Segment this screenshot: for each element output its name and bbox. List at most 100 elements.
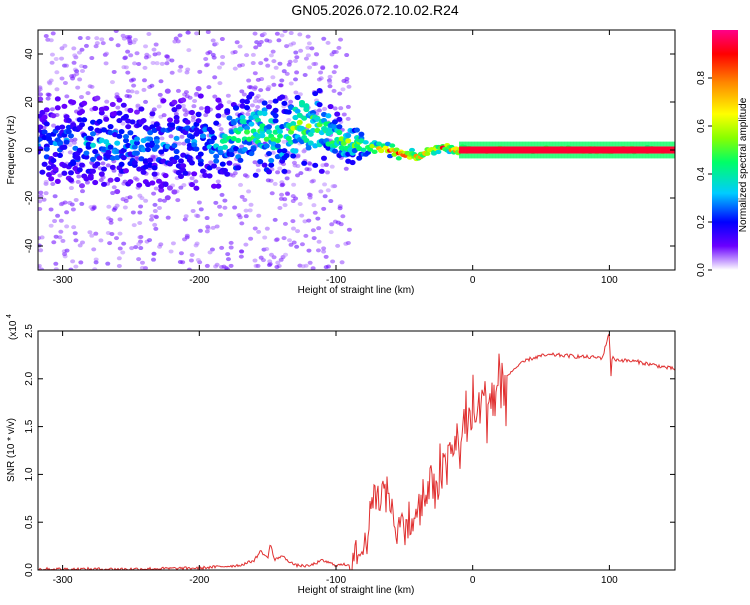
spectrogram-cell xyxy=(259,133,266,139)
spectrogram-cell xyxy=(129,246,135,251)
spectrogram-cell xyxy=(232,66,238,71)
spectrogram-cell xyxy=(234,40,240,45)
spectrogram-cell xyxy=(192,98,198,103)
spectrogram-cell xyxy=(252,71,258,76)
spectrogram-cell xyxy=(203,113,209,118)
spectrogram-cell xyxy=(73,238,79,243)
spectrogram-cell xyxy=(278,257,284,262)
spectrogram-cell xyxy=(336,116,343,122)
spectrogram-cell xyxy=(480,153,484,159)
x-tick-label: -100 xyxy=(326,575,346,586)
spectrogram-cell xyxy=(266,85,272,90)
spectrogram-cell xyxy=(293,196,299,201)
spectrogram-cell xyxy=(585,153,589,159)
spectrogram-cell xyxy=(115,43,121,48)
spectrogram-cell xyxy=(120,155,127,161)
spectrogram-cell xyxy=(114,203,120,208)
spectrogram-cell xyxy=(564,153,568,159)
spectrogram-cell xyxy=(79,162,85,168)
spectrogram-cell xyxy=(92,148,99,155)
spectrogram-cell xyxy=(158,242,164,247)
spectrogram-cell xyxy=(193,179,199,184)
spectrogram-cell xyxy=(325,264,331,269)
spectrogram-cell xyxy=(630,153,634,159)
spectrogram-cell xyxy=(318,189,324,194)
spectrogram-cell xyxy=(164,54,170,59)
spectrogram-cell xyxy=(111,185,117,190)
spectrogram-cell xyxy=(277,61,283,66)
spectrogram-cell xyxy=(261,100,268,106)
spectrogram-cell xyxy=(248,236,254,241)
spectrogram-cell xyxy=(540,153,544,159)
spectrogram-cell xyxy=(93,44,99,49)
spectrogram-cell xyxy=(244,125,250,131)
spectrogram-cell xyxy=(654,153,658,159)
spectrogram-cell xyxy=(591,153,595,159)
spectrogram-cell xyxy=(92,267,98,270)
spectrogram-cell xyxy=(116,117,123,124)
spectrogram-cell xyxy=(204,108,211,114)
spectrogram-cell xyxy=(338,37,344,42)
spectrogram-cell xyxy=(246,189,252,194)
spectrogram-cell xyxy=(136,62,142,67)
spectrogram-cell xyxy=(294,94,301,101)
spectrogram-cell xyxy=(480,146,484,154)
spectrogram-cell xyxy=(282,203,288,208)
spectrogram-cell xyxy=(540,146,544,154)
spectrogram-cell xyxy=(322,194,328,199)
spectrogram-cell xyxy=(57,235,63,240)
spectrogram-cell xyxy=(224,108,231,114)
spectrogram-cell xyxy=(290,219,296,224)
spectrogram-cell xyxy=(561,153,565,159)
spectrogram-cell xyxy=(100,161,106,166)
spectrogram-cell xyxy=(93,231,99,236)
spectrogram-cell xyxy=(321,249,327,254)
spectrogram-cell xyxy=(113,236,119,241)
spectrogram-cell xyxy=(333,49,339,54)
spectrogram-cell xyxy=(100,41,106,46)
spectrogram-cell xyxy=(657,153,661,159)
spectrogram-cell xyxy=(298,171,304,176)
spectrogram-cell xyxy=(70,99,77,105)
spectrogram-cell xyxy=(354,127,360,133)
spectrogram-cell xyxy=(57,173,63,178)
spectrogram-cell xyxy=(237,215,243,220)
spectrogram-cell xyxy=(612,153,616,159)
spectrogram-cell xyxy=(281,236,287,241)
spectrogram-cell xyxy=(290,226,296,231)
spectrogram-cell xyxy=(76,167,83,173)
spectrogram-cell xyxy=(51,123,57,128)
spectrogram-cell xyxy=(371,149,378,155)
spectrogram-cell xyxy=(301,160,308,166)
x-tick-label: 100 xyxy=(601,275,618,286)
spectrogram-cell xyxy=(272,118,279,124)
spectrogram-cell xyxy=(133,245,139,250)
spectrogram-cell xyxy=(151,251,157,256)
spectrogram-cell xyxy=(184,119,191,125)
spectrogram-cell xyxy=(603,146,607,154)
spectrogram-cell xyxy=(486,153,490,159)
spectrogram-cell xyxy=(322,182,328,187)
spectrogram-cell xyxy=(169,58,175,63)
spectrogram-cell xyxy=(141,87,147,92)
spectrogram-cell xyxy=(219,37,225,42)
spectrogram-cell xyxy=(247,208,253,213)
spectrogram-cell xyxy=(239,221,245,226)
spectrogram-cell xyxy=(214,262,220,267)
spectrogram-cell xyxy=(303,263,309,268)
x-tick-label: -300 xyxy=(53,575,73,586)
spectrogram-cell xyxy=(291,160,297,165)
spectrogram-cell xyxy=(579,153,583,159)
spectrogram-cell xyxy=(68,177,74,183)
snr-x-ticks: -300 -200 -100 0 100 xyxy=(53,331,618,586)
spectrogram-cell xyxy=(59,46,65,51)
spectrogram-cell xyxy=(303,103,310,109)
spectrogram-cell xyxy=(220,54,226,59)
spectrogram-cell xyxy=(181,107,187,112)
spectrogram-cell xyxy=(633,153,637,159)
spectrogram-cell xyxy=(281,139,287,144)
spectrogram-cell xyxy=(87,84,93,89)
spectrogram-cell xyxy=(603,153,607,159)
spectrogram-cell xyxy=(68,138,74,143)
spectrogram-cell xyxy=(471,146,475,154)
